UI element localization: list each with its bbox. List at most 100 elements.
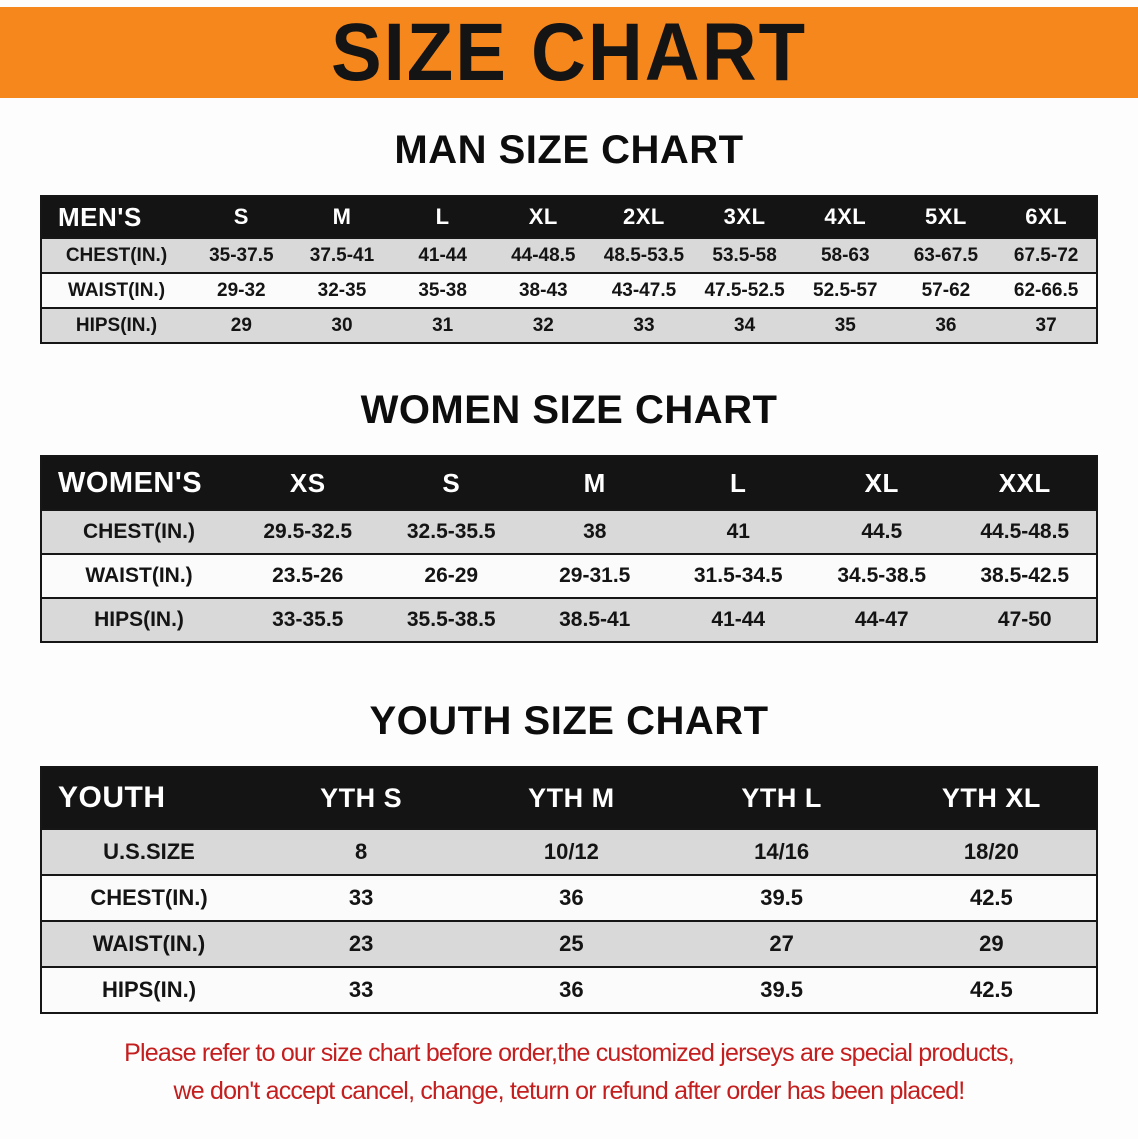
size-value-cell: 35.5-38.5 bbox=[406, 608, 496, 631]
disclaimer-note: Please refer to our size chart before or… bbox=[16, 1034, 1122, 1110]
size-value-cell: 29-32 bbox=[217, 279, 266, 301]
table-header-row: MEN'S S M L XL 2XL 3XL 4XL 5XL 6XL bbox=[41, 196, 1097, 238]
men-size-table-grid: MEN'S S M L XL 2XL 3XL 4XL 5XL 6XL CHEST(IN.) 35-37… bbox=[40, 195, 1098, 344]
youth-section: YOUTH SIZE CHART YOUTH YTH S YTH M YTH L YTH… bbox=[0, 699, 1138, 1014]
size-column-header: S bbox=[191, 196, 292, 238]
size-value-cell: 58-63 bbox=[820, 244, 870, 266]
men-section-heading: MAN SIZE CHART bbox=[394, 128, 744, 172]
banner: SIZE CHART bbox=[0, 7, 1138, 98]
row-label-cell: WAIST(IN.) bbox=[67, 279, 166, 301]
size-column-header: 3XL bbox=[694, 196, 795, 238]
size-value-cell: 14/16 bbox=[754, 839, 810, 864]
youth-size-table: YOUTH YTH S YTH M YTH L YTH XL U.S.SIZE 8 10/12… bbox=[40, 766, 1098, 1014]
youth-size-table-grid: YOUTH YTH S YTH M YTH L YTH XL U.S.SIZE 8 10/12… bbox=[40, 766, 1098, 1014]
size-value-cell: 39.5 bbox=[760, 885, 804, 910]
measurement-row: WAIST(IN.) 23 25 27 29 bbox=[41, 921, 1097, 967]
size-value-cell: 23 bbox=[348, 931, 374, 956]
size-column-header: XXL bbox=[953, 456, 1097, 510]
size-value-cell: 31.5-34.5 bbox=[693, 564, 783, 587]
size-value-cell: 44.5-48.5 bbox=[980, 520, 1070, 543]
measurement-row: CHEST(IN.) 33 36 39.5 42.5 bbox=[41, 875, 1097, 921]
size-value-cell: 36 bbox=[559, 977, 584, 1002]
size-value-cell: 47.5-52.5 bbox=[704, 279, 785, 301]
size-value-cell: 38.5-41 bbox=[559, 608, 631, 631]
size-value-cell: 34 bbox=[734, 314, 756, 336]
row-label-cell: HIPS(IN.) bbox=[75, 314, 158, 336]
size-value-cell: 62-66.5 bbox=[1013, 279, 1079, 301]
table-title-cell: MEN'S bbox=[41, 196, 191, 238]
size-value-cell: 42.5 bbox=[969, 977, 1013, 1002]
row-label-cell: CHEST(IN.) bbox=[65, 244, 168, 266]
table-header-row: WOMEN'S XS S M L XL XXL bbox=[41, 456, 1097, 510]
measurement-row: WAIST(IN.) 29-32 32-35 35-38 38-43 43-47.5 47.… bbox=[41, 273, 1097, 308]
size-value-cell: 25 bbox=[559, 931, 584, 956]
measurement-row: HIPS(IN.) 29 30 31 32 33 34 35 36 37 bbox=[41, 308, 1097, 343]
size-value-cell: 44-48.5 bbox=[511, 244, 576, 266]
row-label-cell: CHEST(IN.) bbox=[83, 520, 195, 543]
size-value-cell: 34.5-38.5 bbox=[837, 564, 927, 587]
size-column-header: 6XL bbox=[996, 196, 1097, 238]
size-column-header: M bbox=[523, 456, 667, 510]
size-value-cell: 38 bbox=[583, 520, 607, 543]
size-value-cell: 33 bbox=[348, 977, 374, 1002]
size-column-header: XS bbox=[236, 456, 380, 510]
size-value-cell: 57-62 bbox=[921, 279, 971, 301]
size-column-header: YTH M bbox=[466, 767, 677, 829]
size-value-cell: 38.5-42.5 bbox=[980, 564, 1070, 587]
size-value-cell: 10/12 bbox=[543, 839, 599, 864]
size-value-cell: 26-29 bbox=[424, 564, 479, 587]
size-value-cell: 36 bbox=[935, 314, 957, 336]
table-title-cell: YOUTH bbox=[41, 767, 256, 829]
row-label-cell: U.S.SIZE bbox=[103, 839, 195, 864]
size-column-header: 2XL bbox=[593, 196, 695, 238]
size-column-header: YTH XL bbox=[886, 767, 1097, 829]
size-column-header: L bbox=[392, 196, 493, 238]
size-value-cell: 47-50 bbox=[997, 608, 1052, 631]
size-value-cell: 37.5-41 bbox=[309, 244, 375, 266]
size-value-cell: 32.5-35.5 bbox=[406, 520, 496, 543]
measurement-row: WAIST(IN.) 23.5-26 26-29 29-31.5 31.5-34.5 34… bbox=[41, 554, 1097, 598]
measurement-row: HIPS(IN.) 33-35.5 35.5-38.5 38.5-41 41-44 44-… bbox=[41, 598, 1097, 642]
women-size-table: WOMEN'S XS S M L XL XXL CHEST(IN.) 29.5-32.5 32.5… bbox=[40, 455, 1098, 643]
men-size-table: MEN'S S M L XL 2XL 3XL 4XL 5XL 6XL CHEST(IN.) 35-37… bbox=[40, 195, 1098, 344]
women-section: WOMEN SIZE CHART WOMEN'S XS S M L XL XXL CHEST(… bbox=[0, 388, 1138, 643]
size-value-cell: 23.5-26 bbox=[272, 564, 344, 587]
size-value-cell: 33 bbox=[348, 885, 374, 910]
table-title-cell: WOMEN'S bbox=[41, 456, 236, 510]
size-column-header: M bbox=[291, 196, 393, 238]
size-column-header: L bbox=[666, 456, 810, 510]
size-value-cell: 53.5-58 bbox=[712, 244, 777, 266]
size-value-cell: 29.5-32.5 bbox=[263, 520, 353, 543]
size-value-cell: 41-44 bbox=[418, 244, 467, 266]
size-value-cell: 48.5-53.5 bbox=[603, 244, 685, 266]
size-value-cell: 33-35.5 bbox=[272, 608, 344, 631]
row-label-cell: WAIST(IN.) bbox=[85, 564, 193, 587]
size-value-cell: 41 bbox=[726, 520, 750, 543]
size-value-cell: 29 bbox=[979, 931, 1004, 956]
row-label-cell: HIPS(IN.) bbox=[94, 608, 184, 631]
size-value-cell: 32 bbox=[532, 314, 554, 336]
size-value-cell: 67.5-72 bbox=[1013, 244, 1079, 266]
disclaimer-line-1: Please refer to our size chart before or… bbox=[124, 1039, 1015, 1067]
size-chart-page: SIZE CHART MAN SIZE CHART MEN'S S M L XL 2XL 3… bbox=[0, 7, 1138, 1110]
measurement-row: U.S.SIZE 8 10/12 14/16 18/20 bbox=[41, 829, 1097, 875]
size-value-cell: 44-47 bbox=[854, 608, 909, 631]
size-column-header: 5XL bbox=[895, 196, 997, 238]
youth-section-heading: YOUTH SIZE CHART bbox=[369, 699, 769, 743]
size-value-cell: 31 bbox=[432, 314, 454, 336]
row-label-cell: CHEST(IN.) bbox=[90, 885, 208, 910]
size-value-cell: 35-37.5 bbox=[209, 244, 274, 266]
women-section-heading: WOMEN SIZE CHART bbox=[360, 388, 778, 432]
size-value-cell: 8 bbox=[355, 839, 368, 864]
measurement-row: HIPS(IN.) 33 36 39.5 42.5 bbox=[41, 967, 1097, 1013]
page-title: SIZE CHART bbox=[331, 6, 807, 99]
size-column-header: YTH L bbox=[676, 767, 887, 829]
size-column-header: YTH S bbox=[256, 767, 467, 829]
measurement-row: CHEST(IN.) 29.5-32.5 32.5-35.5 38 41 44.5 44.5… bbox=[41, 510, 1097, 554]
size-column-header: XL bbox=[810, 456, 954, 510]
row-label-cell: WAIST(IN.) bbox=[92, 931, 206, 956]
women-size-table-grid: WOMEN'S XS S M L XL XXL CHEST(IN.) 29.5-32.5 32.5… bbox=[40, 455, 1098, 643]
size-value-cell: 27 bbox=[769, 931, 794, 956]
size-value-cell: 44.5 bbox=[861, 520, 903, 543]
size-value-cell: 35-38 bbox=[418, 279, 467, 301]
